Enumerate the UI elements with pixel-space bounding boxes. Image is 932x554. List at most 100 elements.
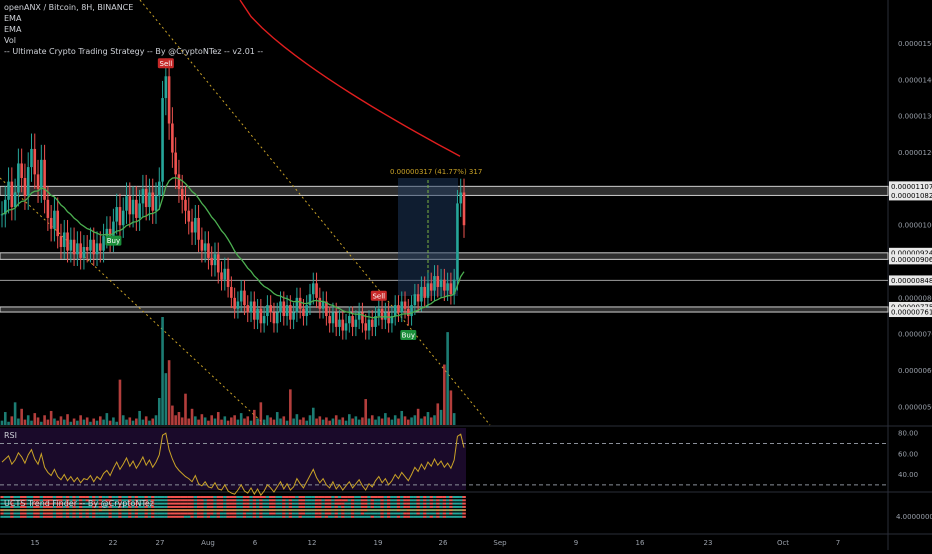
volume-bar xyxy=(102,419,105,425)
trend-cell xyxy=(403,515,407,518)
trend-cell xyxy=(236,496,240,498)
trend-cell xyxy=(59,515,63,518)
trend-cell xyxy=(33,499,37,502)
trend-cell xyxy=(275,505,280,508)
volume-bar xyxy=(3,412,7,425)
trend-cell xyxy=(328,515,332,518)
trend-cell xyxy=(72,502,76,505)
trend-cell xyxy=(33,505,37,508)
trend-cell xyxy=(259,502,263,505)
trend-cell xyxy=(46,502,50,505)
trend-cell xyxy=(160,515,165,518)
volume-bar xyxy=(138,410,141,425)
trend-cell xyxy=(134,502,139,505)
volume-bar xyxy=(141,419,145,425)
trend-cell xyxy=(144,512,149,515)
trend-cell xyxy=(151,512,155,515)
trend-pane-label[interactable]: UCTS Trend Finder -- By @CryptoNTez xyxy=(4,499,154,508)
trend-cell xyxy=(160,502,165,505)
candle xyxy=(128,196,132,215)
trend-cell xyxy=(416,502,420,505)
trend-cell xyxy=(311,502,316,505)
volume-bar xyxy=(194,416,197,425)
volume-bar xyxy=(377,416,381,425)
trend-cell xyxy=(210,502,214,505)
legend-volume[interactable]: Vol xyxy=(4,36,16,45)
volume-bar xyxy=(131,420,135,425)
price-tag-bg xyxy=(889,254,932,265)
candle xyxy=(285,305,289,317)
trend-cell xyxy=(190,505,194,508)
candle xyxy=(292,312,295,320)
candle xyxy=(216,254,220,273)
trend-cell xyxy=(295,512,299,515)
trend-cell xyxy=(167,502,171,505)
trend-cell xyxy=(419,515,424,518)
volume-bar xyxy=(357,419,361,425)
trend-cell xyxy=(436,496,440,498)
trend-cell xyxy=(6,512,11,515)
candle xyxy=(10,181,14,208)
volume-bar xyxy=(436,403,440,425)
price-tag-bg xyxy=(889,190,932,201)
legend-ema-2[interactable]: EMA xyxy=(4,25,22,34)
volume-bar xyxy=(144,416,148,425)
trend-cell xyxy=(219,505,224,508)
trend-cell xyxy=(459,499,463,502)
trend-cell xyxy=(439,505,443,508)
trend-cell xyxy=(213,512,217,515)
trend-cell xyxy=(278,515,283,518)
trend-cell xyxy=(52,496,57,498)
rsi-pane-label[interactable]: RSI xyxy=(4,431,17,440)
trend-cell xyxy=(79,505,83,508)
trend-cell xyxy=(246,512,250,515)
trend-cell xyxy=(459,505,463,508)
candle xyxy=(3,199,7,215)
candle xyxy=(429,283,433,291)
trend-cell xyxy=(111,505,116,508)
trend-tick-label: 4.00000000 xyxy=(896,513,932,521)
volume-bar xyxy=(272,419,276,425)
legend-ema-1[interactable]: EMA xyxy=(4,14,22,23)
trend-cell xyxy=(46,505,50,508)
trend-cell xyxy=(423,505,427,508)
trend-cell xyxy=(65,505,70,508)
candle xyxy=(49,217,53,229)
trend-cell xyxy=(16,499,21,502)
trend-cell xyxy=(324,499,329,502)
trend-cell xyxy=(105,502,109,505)
trend-cell xyxy=(49,515,53,518)
axis-layer: 0.00001500 0.00001400 0.00001300 0.00001200… xyxy=(31,40,932,547)
trend-cell xyxy=(426,505,430,508)
trend-cell xyxy=(141,515,145,518)
volume-bar xyxy=(66,414,69,425)
trend-cell xyxy=(357,515,361,518)
trend-cell xyxy=(157,512,162,515)
candle xyxy=(66,232,69,251)
trend-cell xyxy=(288,496,293,498)
volume-bar xyxy=(187,418,191,425)
legend-symbol[interactable]: openANX / Bitcoin, 8H, BINANCE xyxy=(4,3,134,12)
trend-cell xyxy=(69,512,73,515)
trend-cell xyxy=(272,505,276,508)
trend-cell xyxy=(75,499,80,502)
trend-cell xyxy=(183,512,188,515)
trend-cell xyxy=(298,499,303,502)
trend-cell xyxy=(328,505,332,508)
trend-cell xyxy=(242,502,247,505)
buy-signal: Buy xyxy=(400,330,417,341)
volume-bar xyxy=(315,418,318,425)
trend-cell xyxy=(206,496,211,498)
trend-cell xyxy=(174,515,178,518)
trend-cell xyxy=(236,512,240,515)
candle xyxy=(98,243,102,251)
trend-cell xyxy=(380,515,384,518)
candle xyxy=(236,301,240,309)
trend-cell xyxy=(393,502,398,505)
legend-strategy[interactable]: -- Ultimate Crypto Trading Strategy -- B… xyxy=(4,47,264,56)
candle xyxy=(357,312,361,320)
trend-cell xyxy=(305,499,309,502)
volume-bar xyxy=(135,418,138,425)
